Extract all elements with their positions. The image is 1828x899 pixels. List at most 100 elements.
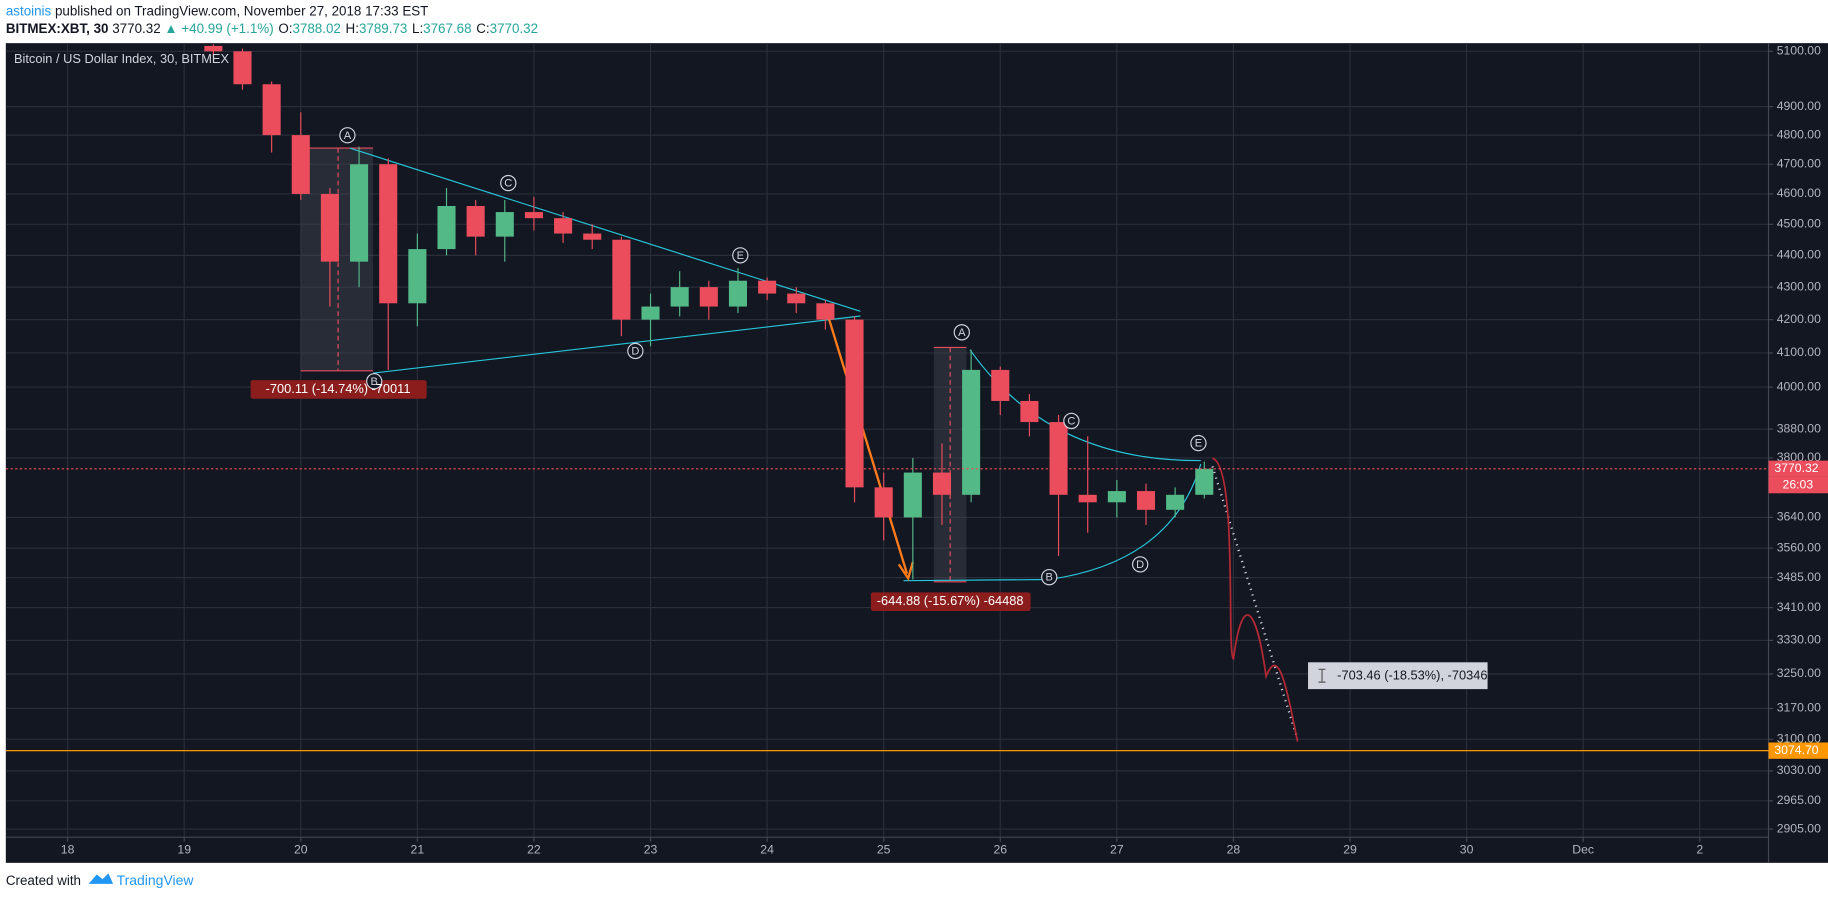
y-tick-label: 4600.00 bbox=[1777, 186, 1821, 200]
x-tick-label: 29 bbox=[1343, 842, 1357, 856]
candle-body bbox=[903, 472, 922, 518]
x-tick-label: 21 bbox=[411, 842, 425, 856]
y-tick-label: 4200.00 bbox=[1777, 312, 1821, 326]
candle-body bbox=[437, 205, 456, 250]
symbol: BITMEX:XBT, 30 bbox=[6, 21, 109, 36]
measure-label: -700.11 (-14.74%) -70011 bbox=[266, 381, 411, 396]
candle-body bbox=[1049, 422, 1068, 495]
pattern-label: C bbox=[504, 178, 512, 190]
pattern-point bbox=[627, 342, 644, 360]
x-tick-label: 26 bbox=[993, 842, 1007, 856]
pattern-point bbox=[732, 247, 749, 264]
candle-body bbox=[787, 293, 806, 304]
trend-line bbox=[372, 315, 861, 374]
price-label: 3074.70 bbox=[1774, 743, 1818, 757]
pattern-point bbox=[953, 324, 970, 341]
y-tick-label: 3485.00 bbox=[1777, 570, 1821, 584]
candle-body bbox=[1166, 494, 1185, 510]
arrow-head bbox=[897, 561, 914, 582]
pattern-label: D bbox=[1136, 559, 1144, 571]
change: ▲ +40.99 (+1.1%) bbox=[164, 21, 273, 36]
x-tick-label: 20 bbox=[294, 842, 308, 856]
x-tick-label: 2 bbox=[1696, 842, 1703, 856]
ohlc-value: 3789.73 bbox=[359, 21, 407, 36]
candle-body bbox=[466, 205, 485, 237]
y-tick-label: 2905.00 bbox=[1777, 821, 1821, 835]
candle-body bbox=[641, 306, 660, 320]
pattern-point bbox=[1063, 412, 1080, 430]
x-tick-label: 24 bbox=[760, 842, 774, 856]
candle-body bbox=[932, 472, 952, 495]
price-label-bg bbox=[1768, 742, 1828, 759]
pattern-label: B bbox=[371, 376, 378, 388]
arrow bbox=[826, 314, 909, 575]
symbol-line: BITMEX:XBT, 30 3770.32 ▲ +40.99 (+1.1%) O… bbox=[6, 21, 538, 36]
y-tick-label: 3250.00 bbox=[1777, 666, 1821, 680]
candle-body bbox=[262, 84, 281, 136]
y-tick-label: 3100.00 bbox=[1777, 732, 1821, 746]
candle-body bbox=[524, 212, 543, 219]
y-tick-label: 3880.00 bbox=[1777, 421, 1821, 435]
pattern-label: A bbox=[958, 327, 966, 339]
x-tick-label: 25 bbox=[877, 842, 891, 856]
measure-label-bg bbox=[870, 592, 1031, 611]
footer-brand[interactable]: TradingView bbox=[117, 872, 195, 888]
candle-body bbox=[495, 212, 514, 237]
y-tick-label: 4300.00 bbox=[1777, 279, 1821, 293]
candle-body bbox=[845, 319, 864, 488]
pattern-point bbox=[1190, 434, 1207, 452]
ohlc-value: 3767.68 bbox=[423, 21, 471, 36]
candle-body bbox=[612, 239, 631, 320]
candle-body bbox=[291, 135, 310, 194]
candle-body bbox=[204, 45, 223, 52]
candle-body bbox=[1107, 491, 1126, 503]
candle-body bbox=[320, 193, 339, 262]
x-tick-label: 28 bbox=[1227, 842, 1241, 856]
pattern-point bbox=[1041, 569, 1058, 586]
last-price: 3770.32 bbox=[112, 21, 160, 36]
pattern-point bbox=[500, 174, 517, 192]
pattern-label: E bbox=[1195, 438, 1202, 450]
candle-body bbox=[991, 369, 1010, 401]
footer-text: Created with bbox=[6, 873, 81, 888]
y-tick-label: 3640.00 bbox=[1777, 510, 1821, 524]
y-tick-label: 2965.00 bbox=[1777, 793, 1821, 807]
pattern-label: C bbox=[1067, 415, 1075, 427]
y-tick-label: 4700.00 bbox=[1777, 156, 1821, 170]
x-tick-label: 18 bbox=[61, 842, 75, 856]
x-tick-label: Dec bbox=[1572, 842, 1594, 856]
candle-body bbox=[874, 487, 893, 518]
y-tick-label: 3410.00 bbox=[1777, 600, 1821, 614]
ohlc-label: C: bbox=[476, 21, 489, 36]
ohlc-value: 3770.32 bbox=[490, 21, 538, 36]
x-tick-label: 27 bbox=[1110, 842, 1124, 856]
candle-body bbox=[583, 233, 602, 240]
y-tick-label: 4800.00 bbox=[1777, 127, 1821, 141]
measure-label: -703.46 (-18.53%), -70346 bbox=[1337, 668, 1487, 683]
header-line: astoinis published on TradingView.com, N… bbox=[6, 3, 429, 18]
y-tick-label: 4400.00 bbox=[1777, 248, 1821, 262]
y-tick-label: 4900.00 bbox=[1777, 99, 1821, 113]
ohlc-value: 3788.02 bbox=[292, 21, 340, 36]
sketch bbox=[1211, 457, 1299, 742]
candle-body bbox=[1020, 400, 1039, 423]
candle-body bbox=[816, 303, 835, 320]
candle-body bbox=[1136, 491, 1156, 510]
measure-label-bg bbox=[1308, 662, 1488, 690]
x-tick-label: 19 bbox=[177, 842, 191, 856]
measure-label: -644.88 (-15.67%) -64488 bbox=[877, 593, 1024, 608]
candle-body bbox=[728, 280, 747, 307]
x-tick-label: 30 bbox=[1460, 842, 1474, 856]
x-tick-label: 23 bbox=[644, 842, 658, 856]
candle-body bbox=[379, 164, 398, 304]
candle-body bbox=[408, 249, 427, 304]
pattern-point bbox=[366, 373, 383, 390]
candle-body bbox=[1078, 494, 1097, 503]
candle-body bbox=[699, 287, 718, 307]
pattern-point bbox=[1132, 556, 1149, 573]
candle-body bbox=[758, 280, 777, 294]
author[interactable]: astoinis bbox=[6, 3, 52, 18]
candle-body bbox=[962, 369, 981, 495]
pattern-label: B bbox=[1046, 572, 1053, 584]
